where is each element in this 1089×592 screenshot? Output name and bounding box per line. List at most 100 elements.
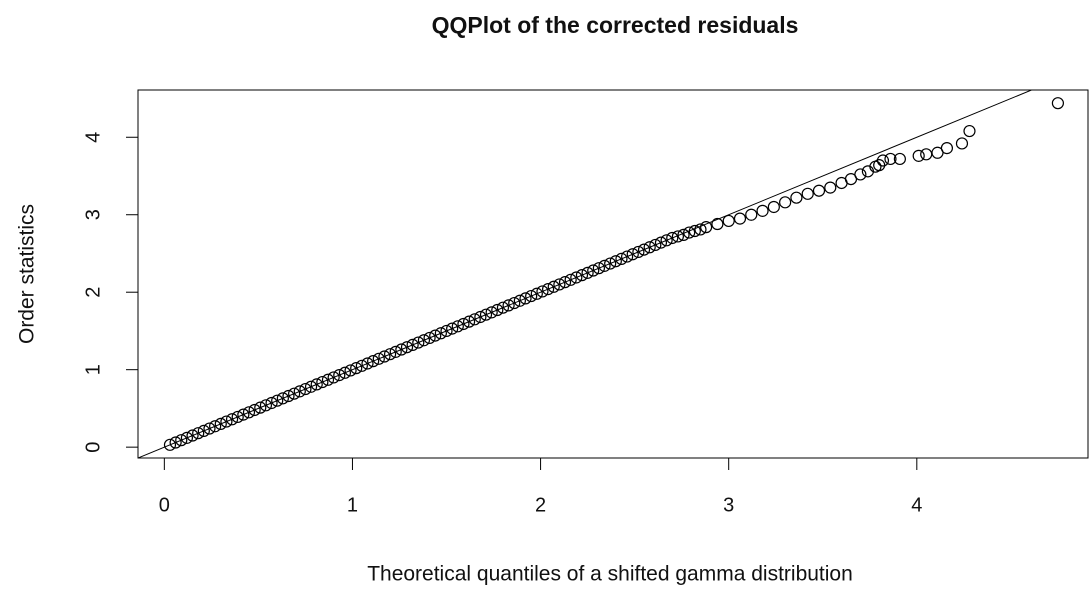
point [220,415,233,428]
point [491,303,504,317]
point [209,420,222,433]
point [525,289,538,303]
point [694,223,707,236]
point [564,273,577,286]
y-tick-label: 3 [82,209,104,220]
point [615,252,628,265]
point [688,224,701,238]
point [175,434,188,447]
point [570,271,583,284]
point [649,238,662,252]
point [626,248,639,261]
x-tick-label: 0 [159,494,170,516]
point [282,389,295,403]
point [677,228,690,241]
point [604,257,617,270]
point [587,264,600,277]
point [508,296,521,310]
point [812,184,826,197]
point [637,243,651,256]
point [474,310,487,324]
point [299,382,312,396]
point [412,336,425,349]
point [558,276,572,289]
point [333,369,346,382]
point [378,350,391,363]
point [180,431,194,444]
point [338,366,352,379]
point [530,287,543,300]
point [242,406,256,419]
point [790,191,803,204]
point [502,299,515,312]
point [288,387,301,400]
point [440,324,453,338]
point [395,343,408,356]
point [417,334,431,347]
point [237,408,250,421]
point [632,245,645,259]
point [197,424,210,437]
point [344,364,357,377]
point [963,124,976,138]
point [389,345,402,358]
point [225,413,239,426]
point [654,236,668,249]
point [383,348,397,361]
point [293,385,306,398]
point [547,280,560,293]
point [660,234,673,247]
point [248,403,261,417]
point [621,250,634,263]
x-axis-label: Theoretical quantiles of a shifted gamma… [367,563,853,586]
point [271,394,284,407]
point [479,308,493,321]
point [214,417,227,431]
point [457,317,470,331]
x-tick-label: 4 [911,494,922,516]
point [700,221,713,234]
point [920,148,933,161]
point [801,187,814,200]
point [575,269,589,282]
point [683,226,696,239]
y-tick-label: 4 [82,132,104,143]
point [423,331,436,345]
point [192,427,205,440]
point [367,355,380,368]
x-tick-label: 2 [535,494,546,516]
y-tick-label: 0 [82,442,104,453]
point [468,313,481,326]
point [581,266,594,279]
point [265,396,278,410]
point [327,371,340,384]
point [541,283,555,296]
point [316,375,329,389]
plot-box [137,89,1089,459]
point [756,204,769,217]
point [553,278,566,291]
point [203,422,216,435]
point [361,357,374,370]
point [592,262,605,275]
point [276,392,289,405]
point [254,401,267,414]
y-tick-label: 2 [82,287,104,298]
point [666,231,679,245]
point [462,315,476,328]
point [609,255,622,268]
point [513,294,526,307]
point [671,230,685,243]
point [536,285,549,298]
point [259,399,273,412]
point [745,208,758,221]
point [310,378,323,391]
point [372,352,385,365]
point [485,306,498,319]
chart-title: QQPlot of the corrected residuals [432,12,799,38]
point [722,214,735,228]
point [429,329,442,342]
point [876,154,890,167]
point [767,200,780,214]
